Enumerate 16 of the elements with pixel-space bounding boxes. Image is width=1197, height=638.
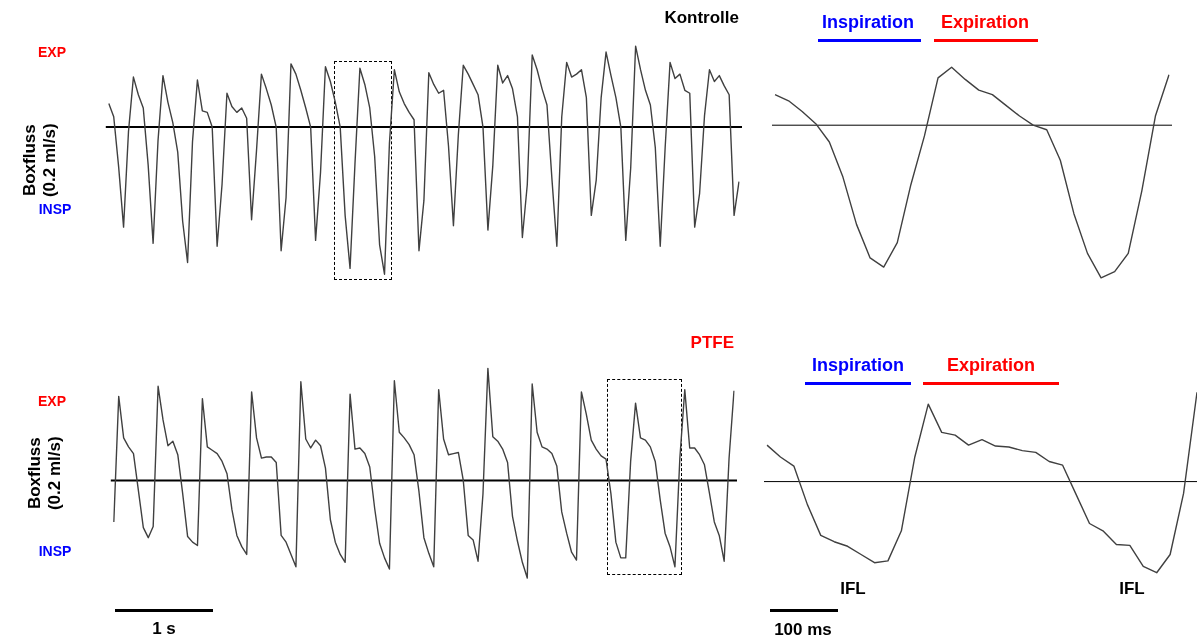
text: IFL [1119, 579, 1145, 599]
y-axis-title: Boxfluss (0.2 ml/s) [24, 436, 65, 511]
y-axis-title: Boxfluss (0.2 ml/s) [19, 123, 60, 198]
text: 100 ms [774, 620, 832, 638]
text: Expiration [946, 355, 1036, 376]
text: EXP [37, 44, 67, 60]
text: INSP [38, 543, 72, 559]
text: INSP [38, 201, 72, 217]
text: IFL [840, 579, 866, 599]
text: 1 s [152, 619, 176, 638]
text: EXP [37, 393, 67, 409]
chart-title: PTFE [690, 332, 734, 352]
chart-title: Kontrolle [664, 7, 739, 27]
text: Inspiration [811, 355, 905, 376]
text: Expiration [940, 12, 1030, 33]
text: Inspiration [821, 12, 915, 33]
